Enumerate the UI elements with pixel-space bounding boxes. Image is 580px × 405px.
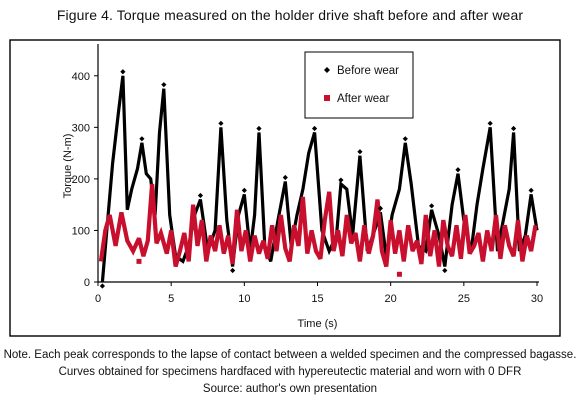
x-tick-label: 15 [311, 293, 323, 305]
x-tick-label: 5 [168, 293, 174, 305]
after-wear-marker [136, 258, 142, 264]
y-tick-label: 200 [72, 174, 90, 186]
before-wear-marker [139, 136, 145, 142]
before-wear-marker [120, 69, 126, 75]
before-wear-marker [197, 192, 204, 199]
before-wear-marker [455, 167, 461, 173]
before-wear-marker [377, 205, 384, 211]
y-tick-label: 300 [72, 122, 90, 134]
y-tick-label: 400 [72, 71, 90, 83]
line-chart: 0 100 200 300 400 0 5 10 15 20 25 30 Time (s) Torque … [9, 39, 561, 337]
series-line-after-wear [98, 183, 538, 268]
y-tick-label: 0 [84, 277, 90, 289]
legend-marker-before-wear [324, 67, 330, 73]
note-line-1: Note. Each peak corresponds to the lapse… [3, 349, 577, 361]
before-wear-marker [256, 125, 262, 132]
before-wear-marker [218, 120, 224, 126]
before-wear-marker [357, 149, 363, 155]
note-line-2: Curves obtained for specimens hardfaced … [58, 366, 522, 378]
series-line-before-wear [100, 75, 539, 283]
before-wear-marker [429, 203, 435, 209]
x-tick-label: 20 [385, 293, 397, 305]
x-tick-label: 0 [95, 293, 101, 305]
y-axis-title: Torque (N-m) [62, 134, 74, 199]
before-wear-marker [510, 125, 517, 132]
x-tick-label: 30 [531, 293, 543, 305]
figure-notes: Note. Each peak corresponds to the lapse… [0, 347, 580, 398]
before-wear-marker [528, 187, 534, 193]
chart-frame [9, 39, 561, 337]
before-wear-marker [161, 82, 167, 88]
legend-label-before-wear: Before wear [337, 65, 399, 77]
legend-label-after-wear: After wear [337, 93, 390, 105]
before-wear-marker [241, 187, 247, 193]
x-axis-title: Time (s) [298, 318, 338, 330]
before-wear-marker [311, 125, 318, 132]
before-wear-marker [338, 177, 344, 183]
after-wear-marker [396, 271, 402, 277]
x-tick-label: 10 [238, 293, 250, 305]
figure-title: Figure 4. Torque measured on the holder … [56, 7, 524, 23]
legend-box [304, 51, 414, 119]
before-wear-marker [282, 174, 288, 181]
y-tick-label: 100 [72, 225, 90, 237]
x-tick-label: 25 [458, 293, 470, 305]
before-wear-marker [442, 267, 448, 274]
before-wear-marker [402, 136, 408, 142]
note-line-3: Source: author's own presentation [202, 383, 378, 395]
before-wear-marker [230, 267, 236, 274]
before-wear-marker [487, 120, 493, 126]
legend-marker-after-wear [324, 95, 330, 101]
before-wear-marker [99, 283, 105, 289]
